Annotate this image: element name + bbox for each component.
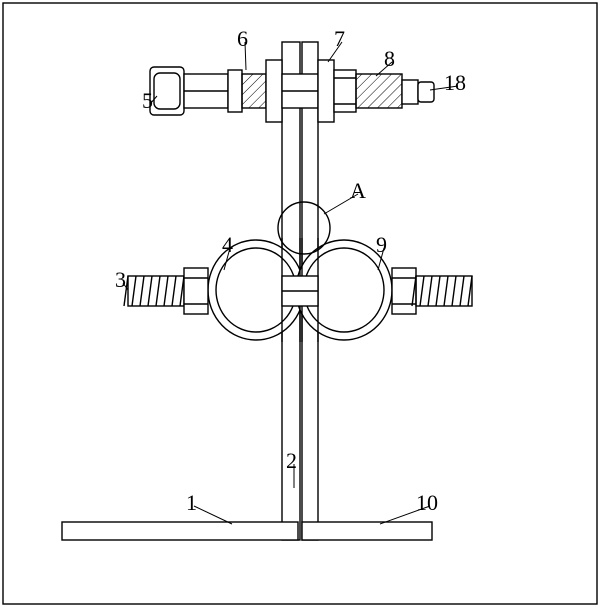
callout-label-18: 18 — [444, 72, 466, 94]
callout-label-4: 4 — [222, 234, 233, 256]
callout-label-A: A — [350, 180, 366, 202]
callout-label-7: 7 — [334, 28, 345, 50]
callout-label-5: 5 — [142, 90, 153, 112]
technical-drawing — [0, 0, 600, 607]
callout-label-9: 9 — [376, 234, 387, 256]
callout-label-6: 6 — [237, 28, 248, 50]
callout-label-3: 3 — [115, 269, 126, 291]
callout-label-8: 8 — [384, 48, 395, 70]
callout-label-10: 10 — [416, 492, 438, 514]
callout-label-2: 2 — [286, 450, 297, 472]
callout-label-1: 1 — [186, 492, 197, 514]
